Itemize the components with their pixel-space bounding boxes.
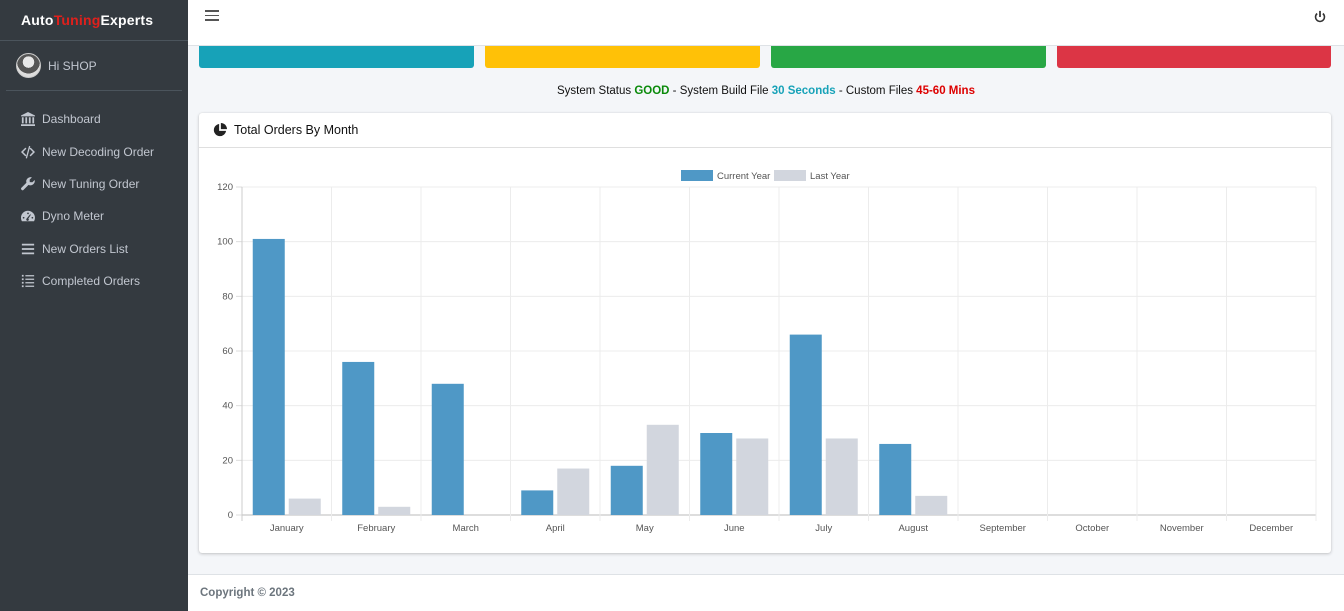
bar-august-current-year — [879, 443, 912, 515]
brand-part-2: Tuning — [53, 12, 101, 28]
x-tick-label: April — [546, 523, 565, 534]
wrench-icon — [21, 177, 35, 191]
user-panel: Hi SHOP — [6, 41, 182, 91]
x-tick-label: December — [1249, 523, 1293, 534]
tasks-icon — [21, 274, 35, 288]
info-box-teal[interactable] — [199, 46, 474, 68]
x-tick-label: August — [898, 523, 928, 534]
x-tick-label: June — [724, 523, 745, 534]
sidebar-item-label: Dashboard — [42, 112, 101, 127]
info-box-green[interactable] — [771, 46, 1046, 68]
card-title: Total Orders By Month — [234, 123, 359, 137]
legend-label: Current Year — [717, 171, 770, 182]
x-tick-label: October — [1075, 523, 1109, 534]
custom-value: 45-60 Mins — [916, 85, 975, 97]
system-status-line: System Status GOOD - System Build File 3… — [188, 85, 1344, 97]
orders-chart-card: Total Orders By Month 0 20 40 60 80 100 120 Jan… — [199, 113, 1331, 553]
x-tick-label: January — [270, 523, 304, 534]
list-icon — [21, 242, 35, 256]
bar-may-last-year — [646, 424, 679, 515]
legend-swatch — [774, 170, 806, 181]
bar-january-last-year — [288, 498, 321, 515]
card-header: Total Orders By Month — [199, 113, 1331, 148]
bar-july-last-year — [825, 438, 858, 515]
sidebar: Auto Tuning Experts Hi SHOP Dashboard Ne… — [0, 0, 188, 611]
top-navbar — [188, 0, 1344, 46]
build-text: - System Build File — [669, 85, 772, 97]
bar-february-last-year — [378, 506, 411, 515]
x-tick-label: March — [453, 523, 479, 534]
legend-label: Last Year — [810, 171, 850, 182]
bar-august-last-year — [915, 495, 948, 515]
brand-part-1: Auto — [21, 12, 54, 28]
build-value: 30 Seconds — [771, 85, 836, 97]
legend-swatch — [681, 170, 713, 181]
sidebar-item-new-orders-list[interactable]: New Orders List — [0, 233, 188, 265]
x-tick-label: November — [1160, 523, 1204, 534]
custom-text: - Custom Files — [835, 85, 917, 97]
bar-july-current-year — [789, 334, 822, 515]
y-tick-label: 20 — [222, 455, 233, 466]
x-tick-label: July — [815, 523, 832, 534]
y-tick-label: 40 — [222, 401, 233, 412]
brand-part-3: Experts — [100, 12, 154, 28]
sidebar-item-label: New Orders List — [42, 241, 129, 256]
copyright-text: Copyright © 2023 — [200, 587, 295, 599]
status-prefix: System Status — [557, 85, 635, 97]
bar-june-last-year — [736, 438, 769, 515]
sidebar-item-label: New Tuning Order — [42, 176, 140, 191]
bar-march-current-year — [431, 383, 464, 515]
bar-january-current-year — [252, 238, 285, 515]
bar-february-current-year — [342, 361, 375, 515]
y-tick-label: 0 — [228, 510, 233, 521]
bar-june-current-year — [700, 433, 733, 515]
x-tick-label: February — [357, 523, 395, 534]
sidebar-item-new-decoding-order[interactable]: New Decoding Order — [0, 135, 188, 167]
gauge-icon — [21, 209, 35, 223]
x-tick-label: May — [636, 523, 654, 534]
bar-april-current-year — [521, 490, 554, 515]
sidebar-nav: Dashboard New Decoding Order New Tuning … — [0, 91, 188, 297]
info-box-yellow[interactable] — [485, 46, 760, 68]
bar-may-current-year — [610, 465, 643, 515]
avatar[interactable] — [16, 53, 41, 78]
y-tick-label: 120 — [217, 182, 233, 193]
sidebar-item-dyno-meter[interactable]: Dyno Meter — [0, 200, 188, 232]
hamburger-icon[interactable] — [205, 10, 219, 22]
status-value: GOOD — [634, 85, 670, 97]
sidebar-item-label: Completed Orders — [42, 274, 141, 289]
sidebar-item-label: New Decoding Order — [42, 144, 155, 159]
sidebar-item-label: Dyno Meter — [42, 209, 105, 224]
sidebar-item-new-tuning-order[interactable]: New Tuning Order — [0, 168, 188, 200]
info-box-red[interactable] — [1057, 46, 1331, 68]
footer: Copyright © 2023 — [188, 574, 1344, 611]
user-greeting[interactable]: Hi SHOP — [48, 58, 97, 73]
y-tick-label: 60 — [222, 346, 233, 357]
code-icon — [21, 145, 35, 159]
orders-bar-chart: 0 20 40 60 80 100 120 January February March April… — [217, 170, 1317, 534]
x-tick-label: September — [980, 523, 1026, 534]
pie-chart-icon — [213, 123, 227, 137]
brand-logo[interactable]: Auto Tuning Experts — [0, 0, 188, 41]
y-tick-label: 100 — [217, 237, 233, 248]
bar-april-last-year — [557, 468, 590, 515]
sidebar-item-completed-orders[interactable]: Completed Orders — [0, 265, 188, 297]
bank-icon — [21, 112, 35, 127]
y-tick-label: 80 — [222, 291, 233, 302]
sidebar-item-dashboard[interactable]: Dashboard — [0, 103, 188, 135]
power-icon[interactable] — [1313, 10, 1327, 24]
